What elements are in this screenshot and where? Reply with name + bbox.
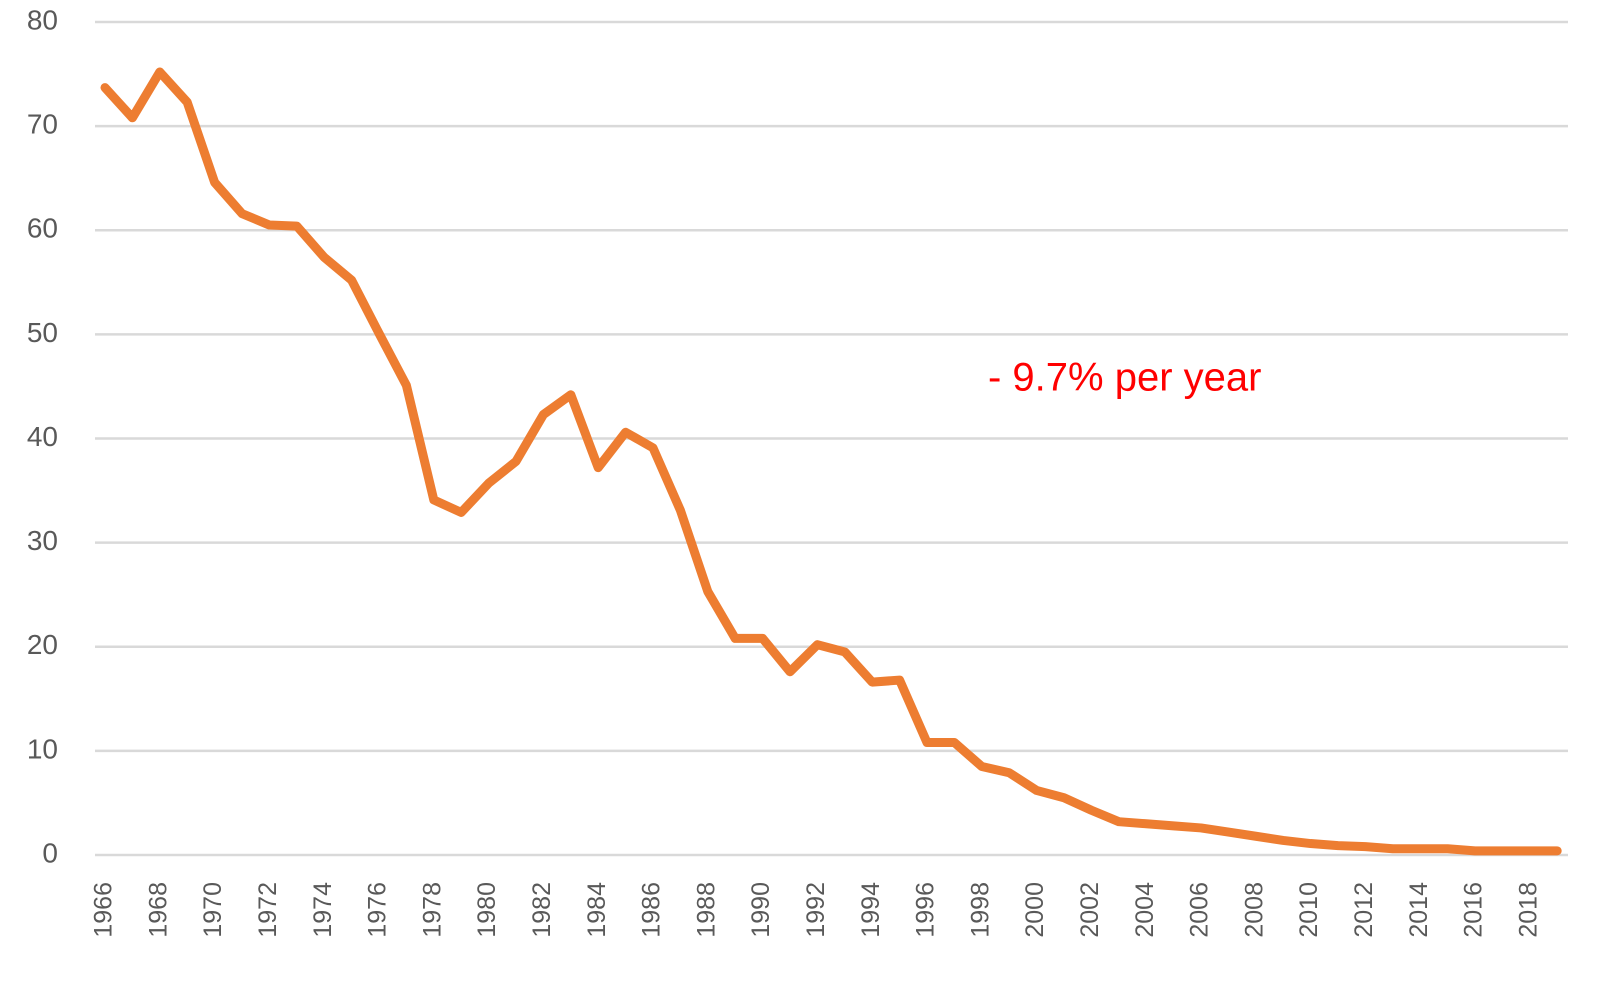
- x-tick-label: 2012: [1350, 882, 1378, 938]
- x-tick-label: 1986: [638, 882, 666, 938]
- x-tick-label: 1996: [912, 882, 940, 938]
- x-tick-label: 2010: [1295, 882, 1323, 938]
- x-tick-label: 1976: [364, 882, 392, 938]
- x-tick-label: 1994: [857, 882, 885, 938]
- y-tick-label: 60: [27, 213, 58, 244]
- x-tick-label: 1992: [802, 882, 830, 938]
- x-tick-label: 1984: [583, 882, 611, 938]
- x-tick-label: 2000: [1021, 882, 1049, 938]
- annotation: - 9.7% per year: [988, 356, 1261, 400]
- x-tick-label: 2008: [1240, 882, 1268, 938]
- y-tick-label: 0: [42, 837, 58, 868]
- x-tick-label: 1978: [418, 882, 446, 938]
- line: [100, 67, 1562, 856]
- x-tick-label: 2018: [1514, 882, 1542, 938]
- x-tick-label: 1970: [199, 882, 227, 938]
- x-tick-label: 2014: [1405, 882, 1433, 938]
- y-tick-label: 40: [27, 421, 58, 452]
- x-tick-label: 1980: [473, 882, 501, 938]
- x-tick-label: 1982: [528, 882, 556, 938]
- y-tick-label: 30: [27, 525, 58, 556]
- x-tick-label: 2004: [1131, 882, 1159, 938]
- y-tick-label: 80: [27, 4, 58, 35]
- x-tick-label: 1998: [966, 882, 994, 938]
- x-tick-label: 1974: [309, 882, 337, 938]
- x-tick-label: 2006: [1186, 882, 1214, 938]
- x-tick-label: 1988: [692, 882, 720, 938]
- x-tick-label: 1966: [90, 882, 118, 938]
- y-tick-label: 70: [27, 109, 58, 140]
- y-tick-label: 20: [27, 629, 58, 660]
- x-tick-label: 2016: [1460, 882, 1488, 938]
- y-tick-label: 10: [27, 733, 58, 764]
- x-tick-label: 1968: [144, 882, 172, 938]
- x-tick-label: 1972: [254, 882, 282, 938]
- x-tick-label: 1990: [747, 882, 775, 938]
- y-tick-label: 50: [27, 317, 58, 348]
- x-tick-label: 2002: [1076, 882, 1104, 938]
